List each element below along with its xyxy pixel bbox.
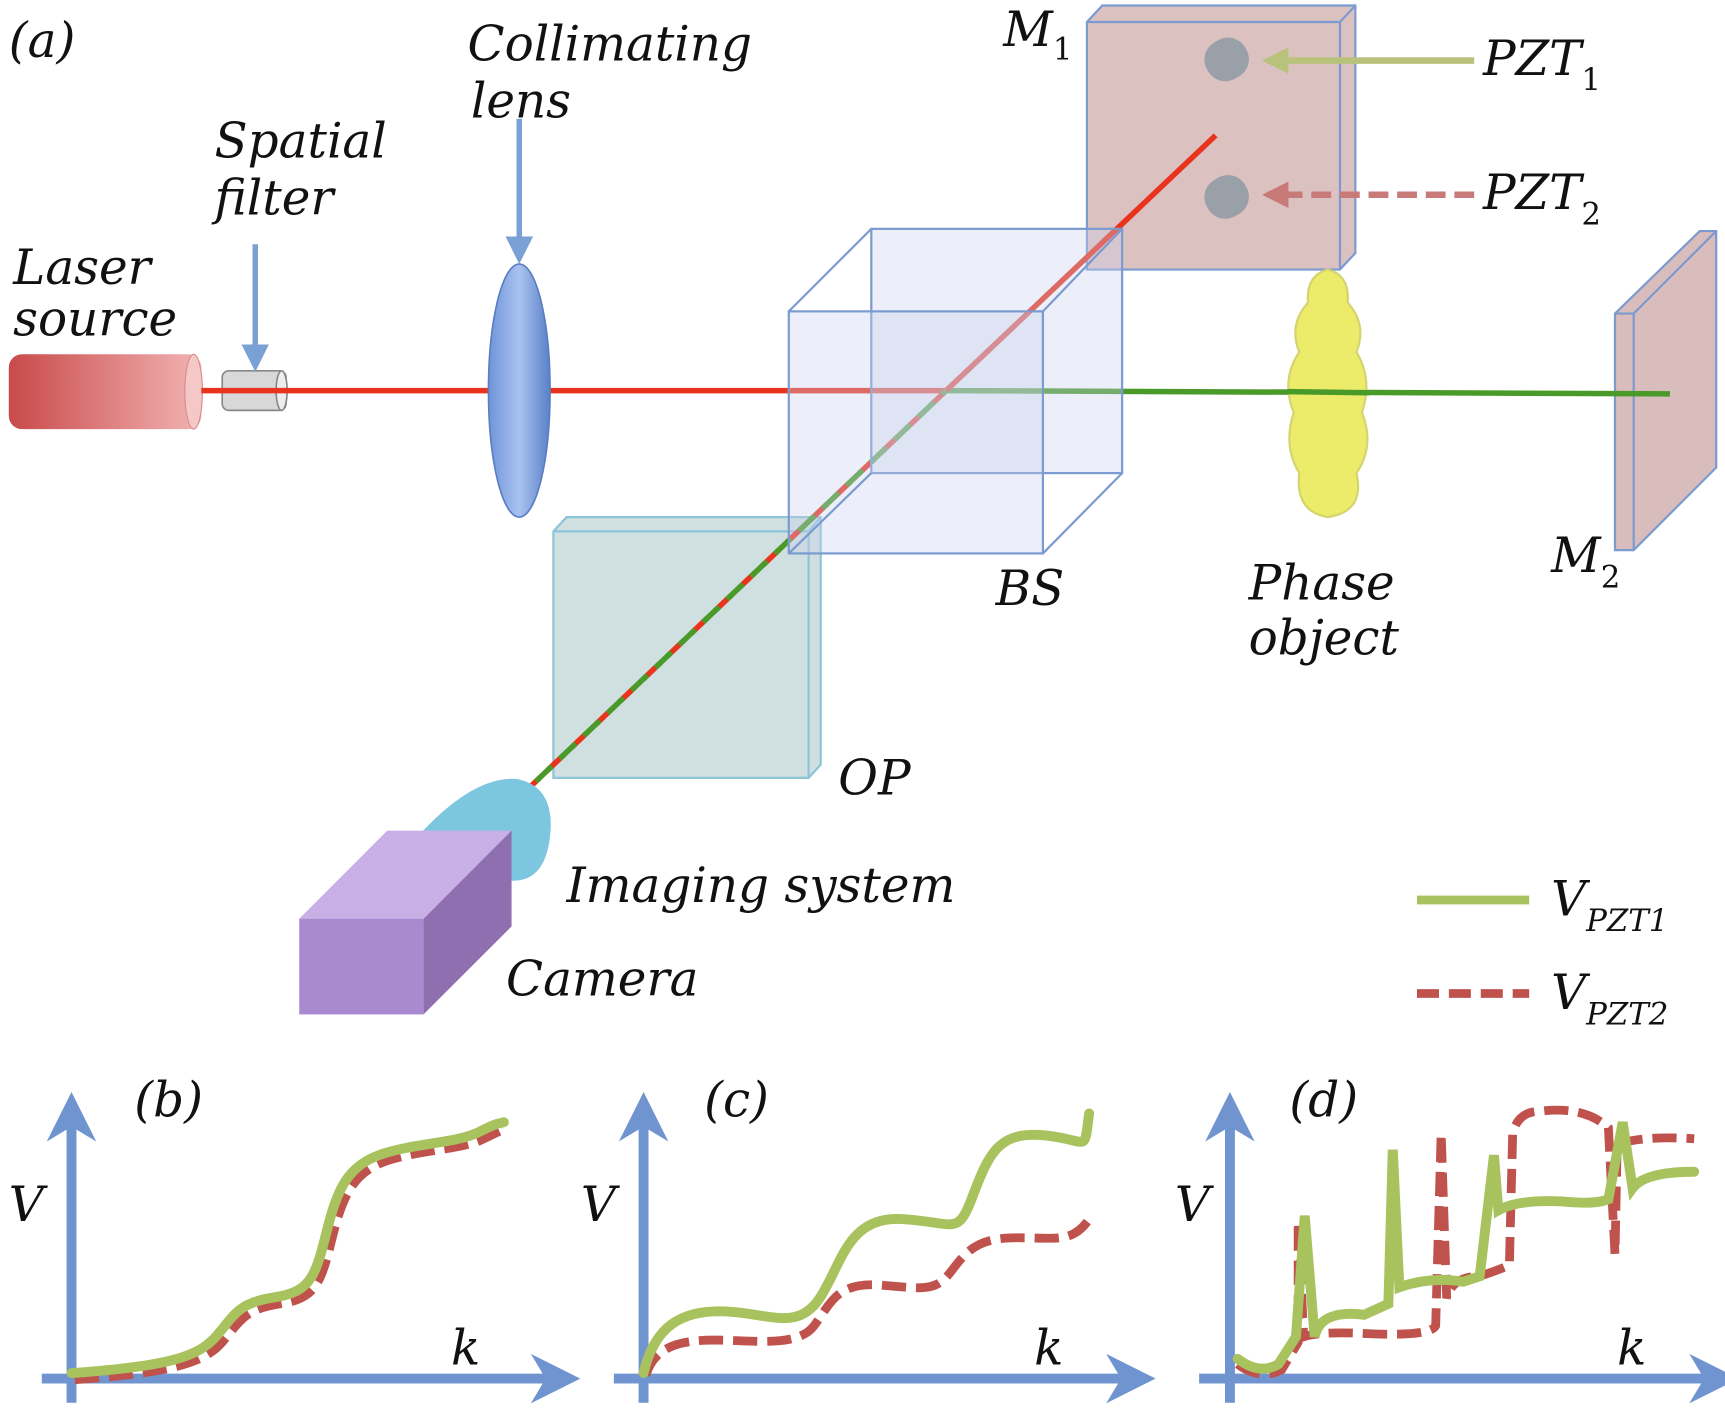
curve-vpzt2 <box>641 1216 1093 1377</box>
legend-label-vpzt1: VPZT1 <box>1551 871 1668 938</box>
x-axis-label: k <box>1617 1320 1646 1376</box>
bs-label: BS <box>995 561 1065 617</box>
spatial-filter-label-1: Spatial <box>215 113 387 169</box>
phase-object-label-1: Phase <box>1248 556 1395 612</box>
camera <box>299 830 512 1015</box>
laser-source <box>8 353 203 430</box>
panel-d-label: (d) <box>1289 1073 1358 1129</box>
panel-c: (c) V k <box>581 1073 1156 1404</box>
pzt2-actuator <box>1204 175 1249 219</box>
laser-source-label-2: source <box>13 292 177 348</box>
panel-b: (b) V k <box>9 1073 581 1404</box>
curve-vpzt1 <box>66 1117 509 1379</box>
beam-splitter-cube <box>787 227 1124 555</box>
y-axis-label: V <box>1175 1177 1215 1233</box>
panel-d: (d) V k <box>1175 1073 1725 1404</box>
legend: VPZT1 VPZT2 <box>1416 871 1668 1032</box>
y-axis-label: V <box>581 1177 621 1233</box>
imaging-system <box>418 778 551 881</box>
camera-label: Camera <box>506 952 698 1008</box>
curve-vpzt1 <box>1232 1121 1700 1374</box>
curve-vpzt2 <box>1235 1105 1695 1379</box>
collimating-lens-label-1: Collimating <box>468 17 752 73</box>
laser-source-label-1: Laser <box>12 240 153 296</box>
collimating-lens-label-2: lens <box>471 74 571 130</box>
mirror-m2 <box>1613 229 1718 552</box>
legend-label-vpzt2: VPZT2 <box>1551 965 1668 1032</box>
imaging-system-label: Imaging system <box>566 858 956 914</box>
x-axis-label: k <box>451 1320 480 1376</box>
collimating-lens <box>487 263 551 518</box>
object-beam-through <box>1287 388 1370 396</box>
y-axis-label: V <box>9 1177 49 1233</box>
pzt1-label: PZT1 <box>1482 31 1601 98</box>
phase-object-label-2: object <box>1249 611 1400 667</box>
curve-vpzt1 <box>638 1108 1095 1379</box>
panel-c-label: (c) <box>704 1073 769 1129</box>
panel-a-label: (a) <box>9 13 76 69</box>
spatial-filter-label-2: filter <box>212 171 337 227</box>
x-axis-label: k <box>1034 1320 1063 1376</box>
reference-beam <box>944 133 1218 393</box>
m2-label: M2 <box>1550 528 1620 595</box>
panel-b-label: (b) <box>134 1073 203 1129</box>
optical-plate-op <box>552 516 822 779</box>
curve-vpzt2 <box>74 1124 509 1385</box>
pzt1-actuator <box>1204 37 1249 82</box>
m1-label: M1 <box>1002 2 1072 67</box>
combined-beam-green <box>526 388 949 791</box>
pzt2-label: PZT2 <box>1482 165 1601 232</box>
op-label: OP <box>838 750 912 806</box>
